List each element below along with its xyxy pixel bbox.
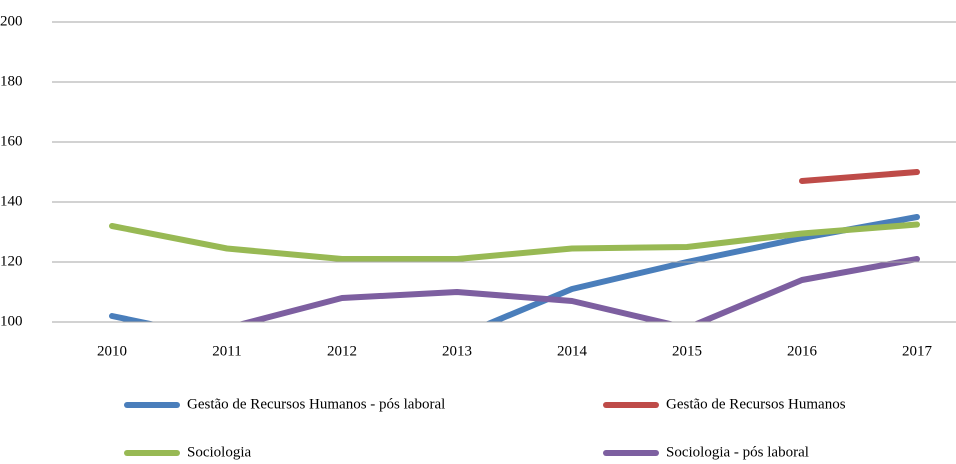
x-tick-label: 2016 xyxy=(787,343,818,359)
y-tick-label: 120 xyxy=(0,253,23,269)
y-tick-label: 100 xyxy=(0,313,23,329)
series-line xyxy=(109,221,920,262)
series-line xyxy=(238,256,920,322)
x-tick-label: 2013 xyxy=(442,343,472,359)
legend-label: Sociologia - pós laboral xyxy=(666,444,809,460)
plot-area xyxy=(109,169,920,322)
series-line xyxy=(109,214,920,322)
x-tick-label: 2014 xyxy=(557,343,588,359)
y-tick-label: 160 xyxy=(0,133,23,149)
legend-label: Gestão de Recursos Humanos xyxy=(666,396,846,412)
x-tick-label: 2017 xyxy=(902,343,933,359)
y-tick-label: 200 xyxy=(0,13,23,29)
x-tick-label: 2011 xyxy=(212,343,241,359)
y-tick-label: 180 xyxy=(0,73,23,89)
x-tick-label: 2012 xyxy=(327,343,357,359)
y-tick-label: 140 xyxy=(0,193,23,209)
x-tick-label: 2010 xyxy=(97,343,127,359)
x-tick-label: 2015 xyxy=(672,343,702,359)
legend-label: Sociologia xyxy=(187,444,252,460)
series-line xyxy=(799,169,920,184)
legend-label: Gestão de Recursos Humanos - pós laboral xyxy=(187,396,445,412)
